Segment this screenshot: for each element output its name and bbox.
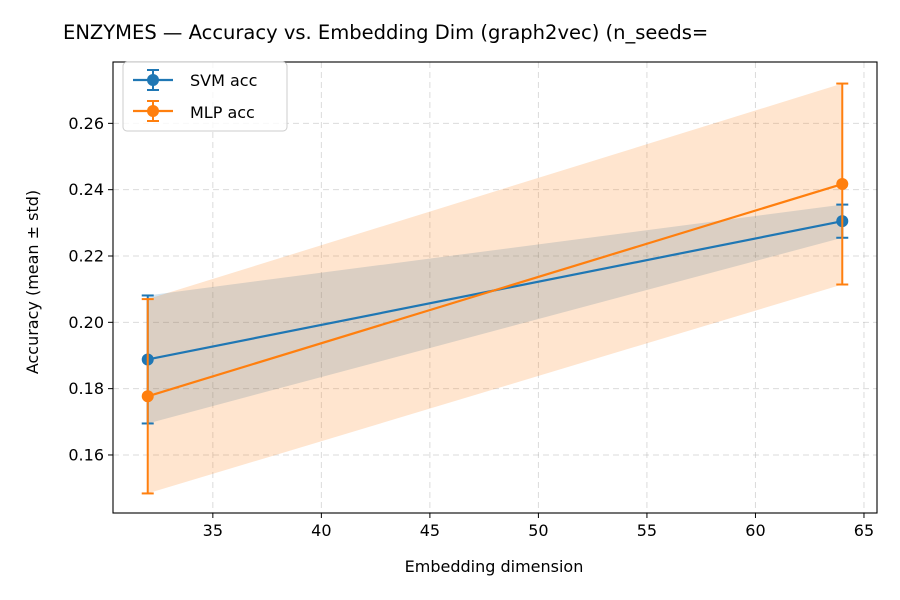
x-tick-label: 50 <box>528 521 548 540</box>
series-line <box>147 182 843 398</box>
y-tick-label: 0.16 <box>68 445 104 464</box>
y-tick-label: 0.22 <box>68 246 104 265</box>
chart-title: ENZYMES — Accuracy vs. Embedding Dim (gr… <box>63 21 708 44</box>
x-axis-label: Embedding dimension <box>405 557 584 576</box>
grid <box>113 62 877 513</box>
y-tick-label: 0.18 <box>68 379 104 398</box>
x-tick-label: 65 <box>854 521 874 540</box>
std-bands <box>147 83 843 494</box>
y-axis-ticks: 0.16 0.18 0.20 0.22 0.24 0.26 <box>68 114 113 464</box>
plot-frame <box>112 61 878 514</box>
legend-marker-mlp <box>133 100 173 122</box>
std-band-1 <box>147 83 843 494</box>
y-axis-label: Accuracy (mean ± std) <box>23 190 42 374</box>
x-tick-label: 35 <box>203 521 223 540</box>
y-tick-label: 0.26 <box>68 114 104 133</box>
legend-label-mlp: MLP acc <box>190 103 255 122</box>
std-band-0 <box>147 204 843 424</box>
legend-label-svm: SVM acc <box>190 71 257 90</box>
x-tick-label: 60 <box>745 521 765 540</box>
y-tick-label: 0.20 <box>68 313 104 332</box>
legend: SVM acc MLP acc <box>122 61 288 132</box>
legend-entry-svm: SVM acc <box>133 69 257 91</box>
x-tick-label: 45 <box>420 521 440 540</box>
series <box>141 82 849 495</box>
legend-dot <box>147 74 159 86</box>
x-axis-ticks: 35 40 45 50 55 60 65 <box>203 513 874 540</box>
x-tick-label: 40 <box>311 521 331 540</box>
legend-dot <box>147 105 159 117</box>
data-point <box>836 178 849 191</box>
data-point <box>141 390 154 403</box>
legend-marker-svm <box>133 69 173 91</box>
legend-entry-mlp: MLP acc <box>133 100 255 122</box>
series-1 <box>141 82 849 495</box>
x-tick-label: 55 <box>637 521 657 540</box>
y-tick-label: 0.24 <box>68 180 104 199</box>
